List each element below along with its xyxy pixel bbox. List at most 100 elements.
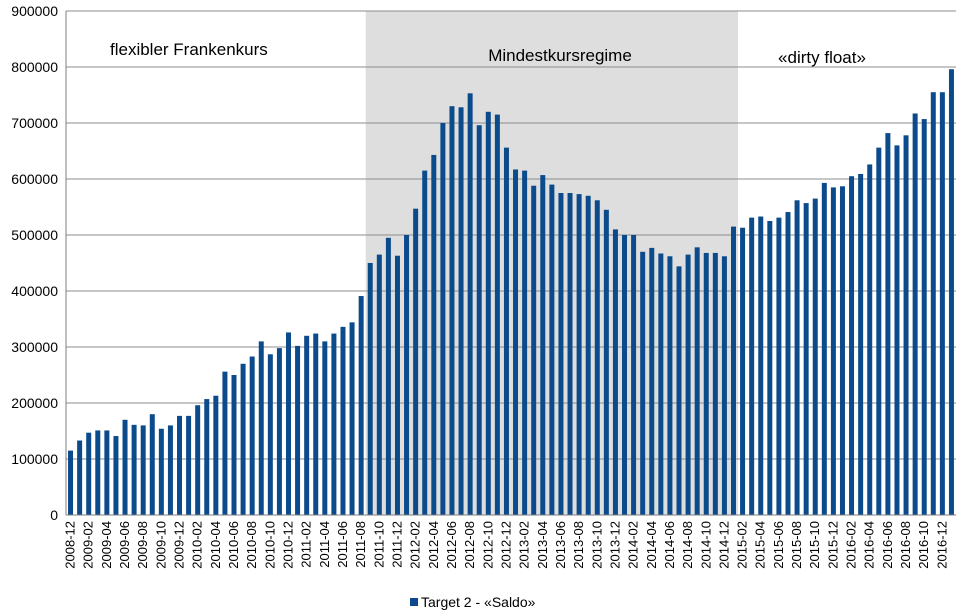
bar xyxy=(767,221,773,515)
x-tick-label: 2013-08 xyxy=(571,521,586,569)
bar xyxy=(522,170,528,515)
bar xyxy=(594,200,600,515)
x-tick-label: 2013-02 xyxy=(517,521,532,569)
bar xyxy=(876,147,882,515)
y-tick-label: 900000 xyxy=(11,3,58,19)
y-tick-label: 800000 xyxy=(11,59,58,75)
y-tick-labels: 0 100000 200000 300000 400000 500000 600000 700… xyxy=(11,3,58,523)
bar xyxy=(776,217,782,515)
axes xyxy=(65,11,956,516)
x-tick-label: 2010-02 xyxy=(190,521,205,569)
bar xyxy=(803,203,809,515)
bar xyxy=(930,92,936,515)
x-tick-label: 2010-04 xyxy=(208,521,223,569)
y-tick-label: 400000 xyxy=(11,283,58,299)
bar xyxy=(449,106,455,515)
bar xyxy=(749,217,755,515)
x-tick-label: 2014-02 xyxy=(626,521,641,569)
x-tick-label: 2012-06 xyxy=(444,521,459,569)
bar xyxy=(177,415,183,515)
bar xyxy=(649,247,655,515)
x-tick-label: 2016-10 xyxy=(916,521,931,569)
bar xyxy=(658,253,664,516)
x-tick-label: 2015-04 xyxy=(753,521,768,569)
bar xyxy=(476,125,482,516)
bar xyxy=(458,107,464,515)
bar xyxy=(295,345,301,515)
y-tick-label: 600000 xyxy=(11,171,58,187)
bar xyxy=(549,184,555,515)
bar xyxy=(912,113,918,515)
x-tick-label: 2016-08 xyxy=(898,521,913,569)
bar xyxy=(830,187,836,515)
bar xyxy=(685,254,691,515)
bar xyxy=(758,216,764,515)
bar xyxy=(431,154,437,516)
bar xyxy=(140,425,146,515)
x-tick-label: 2014-04 xyxy=(644,521,659,569)
bar xyxy=(712,252,718,516)
x-tick-label: 2015-02 xyxy=(735,521,750,569)
bar xyxy=(86,432,92,515)
bar xyxy=(885,133,891,515)
bar xyxy=(694,247,700,515)
x-tick-label: 2011-12 xyxy=(390,521,405,568)
bar xyxy=(858,173,864,515)
x-tick-label: 2014-08 xyxy=(680,521,695,569)
bar xyxy=(676,266,682,515)
x-tick-label: 2009-12 xyxy=(172,521,187,569)
bar xyxy=(812,198,818,515)
bar xyxy=(204,399,210,515)
bar xyxy=(849,176,855,515)
bar xyxy=(531,185,537,515)
bar xyxy=(195,405,201,515)
bar xyxy=(367,263,373,515)
y-tick-label: 200000 xyxy=(11,395,58,411)
bar xyxy=(794,200,800,515)
bar xyxy=(640,251,646,516)
bars xyxy=(68,69,954,516)
bar xyxy=(921,119,927,515)
x-tick-label: 2012-02 xyxy=(408,521,423,569)
bar xyxy=(404,235,410,515)
bar xyxy=(785,212,791,516)
x-tick-label: 2013-06 xyxy=(553,521,568,569)
x-tick-label: 2009-06 xyxy=(117,521,132,569)
bar xyxy=(612,229,618,515)
bar xyxy=(394,255,400,515)
bar xyxy=(422,170,428,515)
bar xyxy=(267,354,273,515)
x-tick-label: 2016-12 xyxy=(934,521,949,569)
y-tick-label: 0 xyxy=(50,507,58,523)
bar xyxy=(131,424,137,515)
x-tick-label: 2012-08 xyxy=(462,521,477,569)
bar xyxy=(358,296,364,515)
x-tick-label: 2012-04 xyxy=(426,521,441,569)
bar xyxy=(467,93,473,515)
bar xyxy=(286,332,291,515)
bar xyxy=(903,135,909,515)
bar xyxy=(385,237,391,516)
x-tick-label: 2013-12 xyxy=(607,521,622,569)
bar xyxy=(948,69,954,516)
x-tick-label: 2010-06 xyxy=(226,521,241,569)
bar xyxy=(558,193,564,515)
bar xyxy=(821,182,827,516)
bar xyxy=(440,123,446,515)
x-tick-label: 2015-10 xyxy=(807,521,822,569)
x-tick-labels: 2008-12 2009-02 2009-04 2009-06 2009-08 2009-… xyxy=(63,521,950,569)
bar xyxy=(585,195,591,516)
bar xyxy=(667,256,673,515)
x-tick-label: 2011-10 xyxy=(371,521,386,568)
bar xyxy=(376,254,382,515)
bar xyxy=(603,209,609,516)
bar xyxy=(231,375,237,515)
x-tick-label: 2012-10 xyxy=(480,521,495,569)
regime-label: «dirty float» xyxy=(778,48,866,67)
x-tick-label: 2013-10 xyxy=(589,521,604,569)
bar xyxy=(304,335,310,515)
x-tick-label: 2010-12 xyxy=(281,521,296,569)
bar xyxy=(113,436,119,515)
bar xyxy=(167,425,173,515)
